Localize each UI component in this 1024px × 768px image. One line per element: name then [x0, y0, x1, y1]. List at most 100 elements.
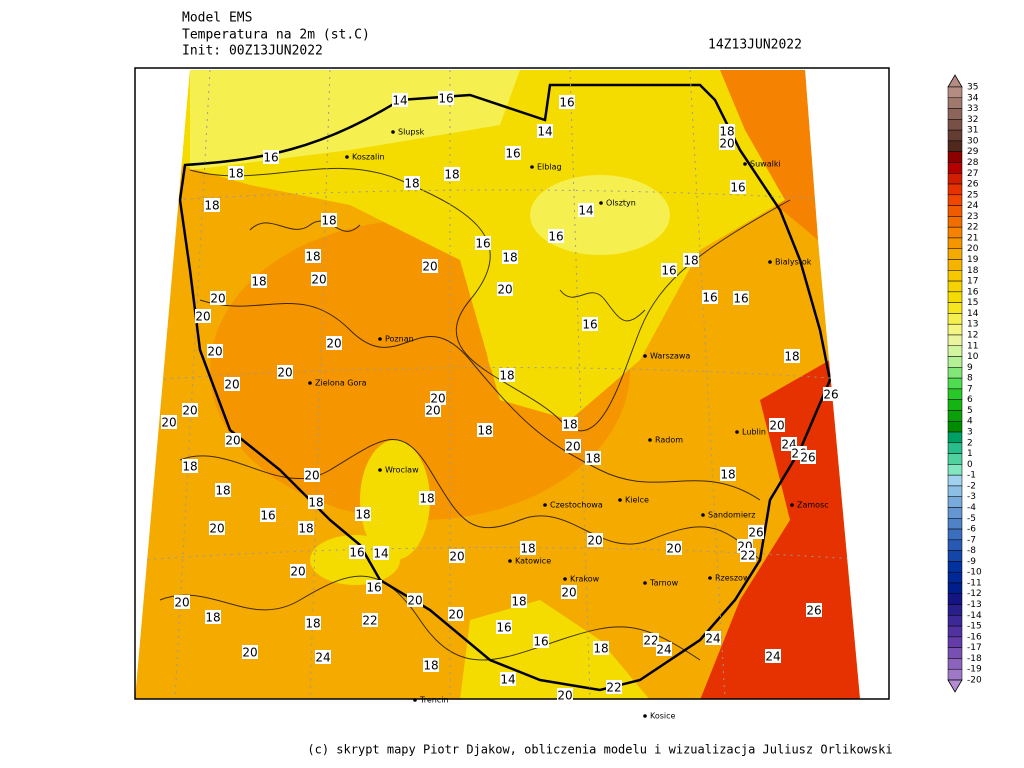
contour-label-box: [520, 541, 536, 555]
contour-label: 20: [422, 260, 437, 274]
contour-label-box: [666, 541, 682, 555]
city-dot: [643, 581, 647, 585]
contour-label: 26: [748, 526, 763, 540]
colorbar-label: 35: [967, 83, 978, 93]
contour-label-box: [643, 633, 659, 647]
contour-label: 16: [260, 509, 275, 523]
colorbar-label: -5: [967, 514, 976, 524]
contour-label: 18: [477, 424, 492, 438]
colorbar-label: -3: [967, 492, 976, 502]
contour-label-box: [582, 317, 598, 331]
colorbar-label: -7: [967, 535, 976, 545]
colorbar-label: -18: [967, 654, 982, 664]
contour-label: 18: [719, 125, 734, 139]
contour-label: 14: [578, 204, 593, 218]
contour-label-box: [720, 467, 736, 481]
contour-label-box: [260, 508, 276, 522]
city-dot: [743, 162, 747, 166]
contour-label-box: [769, 418, 785, 432]
city-name: Suwalki: [750, 160, 781, 169]
colorbar-box: [947, 604, 963, 616]
contour-label: 16: [263, 151, 278, 165]
contour-label-box: [204, 198, 220, 212]
colorbar-label: 28: [967, 158, 979, 168]
contour-label: 20: [449, 550, 464, 564]
contour-label: 18: [593, 642, 608, 656]
contour-label: 20: [277, 366, 292, 380]
contour-label-box: [209, 521, 225, 535]
contour-label: 20: [497, 283, 512, 297]
contour-label: 20: [182, 404, 197, 418]
contour-label: 20: [174, 596, 189, 610]
colorbar-label: -4: [967, 503, 976, 513]
contour-label-box: [404, 176, 420, 190]
contour-label-box: [748, 525, 764, 539]
contour-label: 20: [425, 404, 440, 418]
colorbar-box: [947, 194, 963, 206]
contour-label: 18: [720, 468, 735, 482]
city-name: Zamosc: [797, 501, 829, 510]
colorbar-label: 27: [967, 169, 978, 179]
colorbar-label: -9: [967, 557, 976, 567]
contour-label: 18: [499, 369, 514, 383]
colorbar-box: [947, 291, 963, 303]
contour-label-box: [205, 610, 221, 624]
contour-label: 20: [719, 137, 734, 151]
contour-label: 16: [505, 147, 520, 161]
contour-label-box: [290, 564, 306, 578]
colorbar-label: 10: [967, 352, 979, 362]
contour-label: 20: [326, 337, 341, 351]
contour-label-box: [496, 620, 512, 634]
colorbar-box: [947, 302, 963, 314]
city-name: Trencin: [419, 696, 449, 705]
city-name: Lublin: [742, 428, 766, 437]
colorbar-label: -11: [967, 578, 982, 588]
city-name: Kielce: [625, 496, 649, 505]
colorbar-box: [947, 97, 963, 109]
contour-label-box: [182, 459, 198, 473]
contour-label: 22: [740, 549, 755, 563]
contour-label: 18: [511, 595, 526, 609]
city-name: Czestochowa: [550, 501, 603, 510]
colorbar-box: [947, 356, 963, 368]
colorbar-label: -19: [967, 665, 982, 675]
city-name: Elblag: [537, 163, 562, 172]
colorbar-label: 0: [967, 460, 973, 470]
header-line: Init: 00Z13JUN2022: [182, 44, 323, 59]
city-name: Krakow: [570, 575, 600, 584]
header-line: Temperatura na 2m (st.C): [182, 28, 370, 43]
colorbar-label: -12: [967, 589, 982, 599]
contour-label-box: [444, 167, 460, 181]
colorbar-box: [947, 237, 963, 249]
colorbar-box: [947, 431, 963, 444]
contour-label: 26: [823, 388, 838, 402]
contour-label: 20: [666, 542, 681, 556]
contour-label: 16: [733, 292, 748, 306]
colorbar-label: -1: [967, 471, 976, 481]
contour-label-box: [661, 263, 677, 277]
city-name: Rzeszow: [715, 574, 750, 583]
contour-label-box: [228, 166, 244, 180]
contour-label-box: [321, 213, 337, 227]
contour-label-box: [355, 507, 371, 521]
contour-label-box: [475, 236, 491, 250]
city-name: Wroclaw: [385, 466, 419, 475]
contour-label-box: [578, 203, 594, 217]
contour-label: 20: [407, 594, 422, 608]
contour-label: 18: [305, 617, 320, 631]
city-dot: [530, 165, 534, 169]
contour-label: 26: [806, 604, 821, 618]
header-line: Model EMS: [182, 11, 252, 26]
colorbar-label: -2: [967, 481, 976, 491]
contour-label: 24: [705, 632, 720, 646]
colorbar-box: [947, 561, 963, 573]
contour-label: 16: [475, 237, 490, 251]
contour-label-box: [593, 641, 609, 655]
colorbar-box: [947, 183, 963, 196]
contour-label-box: [251, 274, 267, 288]
city-dot: [345, 155, 349, 159]
contour-label-box: [304, 468, 320, 482]
contour-label: 18: [204, 199, 219, 213]
contour-label-box: [585, 451, 601, 465]
colorbar-box: [947, 518, 963, 530]
